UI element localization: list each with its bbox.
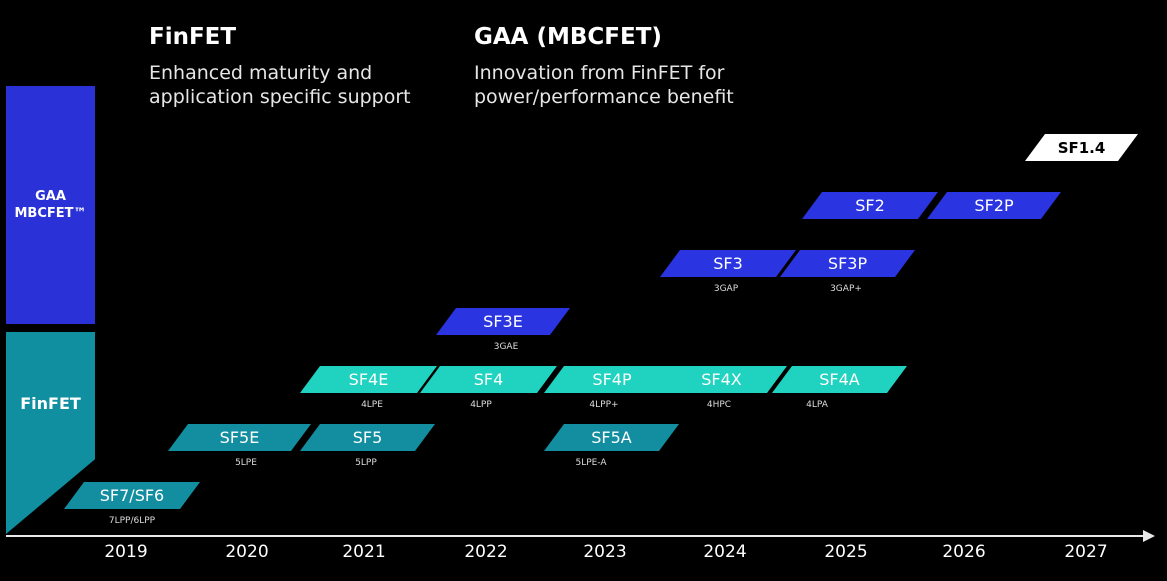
node-sf3e: SF3E <box>436 308 570 335</box>
mbcfet-band-label: MBCFET™ <box>14 206 87 221</box>
timeline-axis <box>6 535 1144 537</box>
node-sf5: SF5 <box>300 424 435 451</box>
finfet-band-label: FinFET <box>20 393 81 413</box>
node-sf4e: SF4E <box>300 366 437 393</box>
node-sf4-note: 4LPP <box>470 400 492 410</box>
node-sf7-sf6-note: 7LPP/6LPP <box>108 516 156 526</box>
node-sf7-sf6: SF7/SF6 <box>64 482 200 509</box>
node-sf2p: SF2P <box>927 192 1061 219</box>
gaa-description-line2: power/performance benefit <box>474 86 734 108</box>
node-sf5e-note: 5LPE <box>235 458 257 468</box>
node-sf4p: SF4P <box>544 366 680 393</box>
year-label: 2027 <box>1064 542 1108 562</box>
node-sf4a: SF4A <box>772 366 907 393</box>
year-label: 2025 <box>824 542 868 562</box>
finfet-heading: FinFET <box>149 24 237 50</box>
gaa-mbcfet-band: GAA MBCFET™ <box>6 86 95 324</box>
node-sf4x-note: 4HPC <box>706 400 732 410</box>
gaa-description-line1: Innovation from FinFET for <box>474 62 725 84</box>
node-sf3-note: 3GAP <box>713 284 739 294</box>
node-sf5e: SF5E <box>168 424 311 451</box>
year-label: 2021 <box>342 542 386 562</box>
node-sf3p: SF3P <box>780 250 915 277</box>
node-sf4: SF4 <box>420 366 557 393</box>
node-sf4e-note: 4LPE <box>361 400 383 410</box>
node-sf3e-note: 3GAE <box>493 342 519 352</box>
node-sf5-note: 5LPP <box>355 458 377 468</box>
gaa-description: Innovation from FinFET for power/perform… <box>474 61 734 109</box>
finfet-description-line2: application specific support <box>149 86 411 108</box>
node-sf3: SF3 <box>660 250 796 277</box>
year-label: 2022 <box>464 542 508 562</box>
year-label: 2020 <box>225 542 269 562</box>
gaa-band-label: GAA <box>35 189 66 204</box>
node-sf2: SF2 <box>802 192 938 219</box>
node-sf4a-note: 4LPA <box>806 400 828 410</box>
node-sf4p-note: 4LPP+ <box>589 400 619 410</box>
year-label: 2026 <box>942 542 986 562</box>
finfet-description-line1: Enhanced maturity and <box>149 62 373 84</box>
year-label: 2024 <box>703 542 747 562</box>
year-label: 2019 <box>104 542 148 562</box>
gaa-heading: GAA (MBCFET) <box>474 24 662 50</box>
timeline-arrow-icon <box>1143 530 1155 542</box>
node-sf5a: SF5A <box>544 424 679 451</box>
node-sf3p-note: 3GAP+ <box>830 284 862 294</box>
node-sf5a-note: 5LPE-A <box>575 458 607 468</box>
node-sf1-4: SF1.4 <box>1025 134 1138 161</box>
finfet-description: Enhanced maturity and application specif… <box>149 61 411 109</box>
year-label: 2023 <box>583 542 627 562</box>
node-sf4x: SF4X <box>656 366 787 393</box>
